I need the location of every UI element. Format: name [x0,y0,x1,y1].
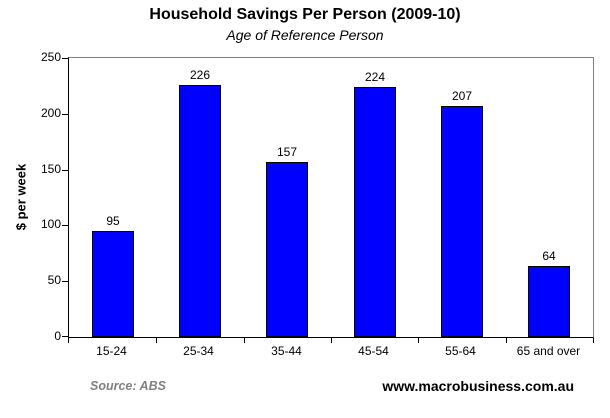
bar-value-label: 157 [276,145,298,159]
x-tick-mark [68,338,69,343]
y-tick-mark [62,336,68,337]
x-tick-label: 25-34 [183,344,214,358]
bar-value-label: 95 [106,214,120,228]
plot-area: 95 226 157 224 207 64 [62,57,594,343]
x-tick-mark [506,338,507,343]
bar-value-label: 207 [451,89,473,103]
bar [266,162,308,337]
y-tick-label: 100 [40,217,61,231]
y-tick-mark [62,170,68,171]
y-tick-mark [62,114,68,115]
x-tick-label: 45-54 [358,344,389,358]
x-tick-label: 15-24 [96,344,127,358]
x-tick-mark [331,338,332,343]
bar-value-label: 64 [542,249,556,263]
x-tick-label: 55-64 [445,344,476,358]
x-tick-mark [593,338,594,343]
x-tick-label: 35-44 [271,344,302,358]
source-note: Source: ABS [90,379,166,393]
x-axis-tick-labels: 15-24 25-34 35-44 45-54 55-64 65 and over [68,344,594,360]
y-tick-label: 200 [40,106,61,120]
bar [92,231,134,337]
y-tick-mark [62,225,68,226]
bar [179,85,221,337]
y-tick-label: 0 [54,329,61,343]
y-axis-tick-labels: 0 50 100 150 200 250 [0,50,61,343]
y-tick-mark [62,58,68,59]
y-tick-label: 150 [40,162,61,176]
y-tick-label: 250 [40,50,61,64]
y-tick-mark [62,281,68,282]
y-tick-label: 50 [47,273,61,287]
x-tick-mark [244,338,245,343]
x-tick-mark [418,338,419,343]
bar-value-label: 226 [189,68,211,82]
bar-value-label: 224 [364,70,386,84]
chart-title: Household Savings Per Person (2009-10) [149,6,461,23]
bar [354,87,396,337]
x-tick-label: 65 and over [516,344,581,358]
x-tick-mark [156,338,157,343]
website-text: www.macrobusiness.com.au [382,378,574,394]
bar [528,266,570,337]
bar [441,106,483,337]
chart-subtitle: Age of Reference Person [226,27,384,43]
